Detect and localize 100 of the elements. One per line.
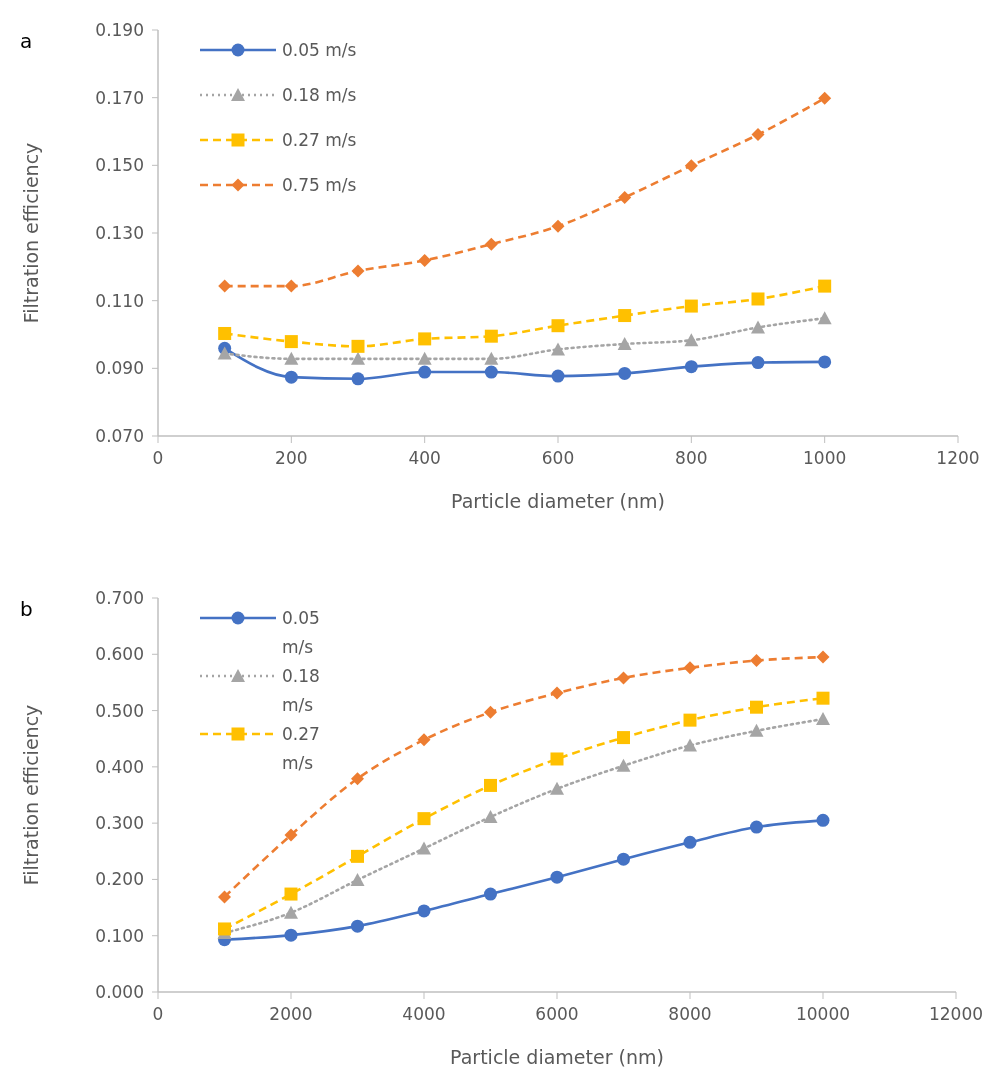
point	[617, 731, 630, 745]
point	[551, 219, 565, 233]
point	[351, 339, 365, 353]
point	[351, 919, 364, 933]
point	[351, 351, 365, 365]
x-tick-label: 400	[408, 448, 441, 468]
x-tick-label: 8000	[668, 1004, 712, 1024]
point	[617, 336, 632, 350]
point	[284, 905, 298, 919]
point	[751, 128, 765, 142]
point	[218, 326, 232, 340]
point	[618, 190, 632, 204]
point	[484, 365, 498, 379]
point	[751, 356, 765, 370]
point	[284, 828, 298, 842]
point	[816, 650, 830, 664]
point	[618, 366, 632, 380]
point	[816, 691, 830, 705]
point	[684, 299, 698, 313]
y-tick-label: 0.700	[95, 587, 144, 608]
point	[418, 253, 432, 267]
point	[484, 887, 497, 901]
x-axis-title: Particle diameter (nm)	[450, 1046, 664, 1068]
y-tick-label: 0.090	[95, 358, 144, 379]
y-tick-label: 0.000	[95, 981, 144, 1002]
point	[684, 360, 698, 374]
point	[284, 351, 299, 365]
y-tick-label: 0.190	[95, 19, 144, 40]
point	[284, 335, 298, 349]
point	[284, 928, 298, 942]
point	[484, 237, 498, 251]
y-tick-label: 0.500	[95, 700, 144, 721]
y-tick-label: 0.150	[95, 155, 144, 176]
y-tick-label: 0.100	[95, 925, 144, 946]
point	[816, 712, 830, 726]
point	[551, 369, 565, 383]
point	[816, 813, 830, 827]
point	[751, 320, 765, 334]
x-tick-label: 10000	[795, 1004, 851, 1024]
y-tick-label: 0.130	[95, 222, 144, 243]
chart-title: a	[20, 29, 33, 53]
point	[417, 351, 432, 365]
point	[818, 91, 832, 105]
x-tick-label: 0	[152, 448, 164, 468]
point	[484, 329, 498, 343]
point	[217, 346, 232, 360]
legend-label: 0.05 m/s	[282, 607, 320, 657]
x-tick-label: 600	[541, 448, 575, 468]
point	[218, 890, 231, 904]
x-tick-label: 12000	[928, 1004, 984, 1024]
point	[750, 820, 763, 834]
point	[617, 852, 630, 866]
point	[351, 264, 365, 278]
legend-label: 0.18 m/s	[282, 84, 357, 105]
x-tick-label: 1200	[936, 448, 980, 468]
point	[818, 279, 832, 293]
point	[683, 713, 697, 727]
y-tick-label: 0.200	[95, 869, 144, 890]
point	[818, 355, 832, 369]
point	[817, 311, 832, 325]
legend-label: 0.18 m/s	[282, 665, 320, 715]
point	[484, 351, 499, 365]
point	[617, 671, 630, 685]
point	[684, 333, 699, 347]
point	[550, 686, 564, 700]
point	[683, 835, 697, 849]
point	[284, 887, 298, 901]
point	[683, 661, 697, 675]
point	[351, 772, 364, 786]
point	[551, 342, 565, 356]
y-tick-label: 0.070	[95, 425, 144, 446]
point	[417, 733, 431, 747]
point	[550, 870, 564, 884]
point	[551, 319, 565, 333]
point	[284, 279, 298, 293]
y-tick-label: 0.300	[95, 813, 144, 834]
point	[484, 705, 497, 719]
legend-label: 0.75 m/s	[282, 174, 357, 195]
x-tick-label: 1000	[803, 448, 847, 468]
point	[550, 781, 564, 795]
point	[350, 872, 365, 886]
point	[218, 279, 232, 293]
chart-title: b	[20, 597, 33, 621]
legend-label: 0.05 m/s	[282, 39, 357, 60]
point	[417, 904, 431, 918]
point	[418, 332, 432, 346]
point	[749, 723, 764, 737]
y-tick-label: 0.170	[95, 87, 144, 108]
point	[750, 653, 763, 667]
point	[750, 700, 763, 714]
point	[483, 809, 498, 823]
x-tick-label: 0	[152, 1004, 164, 1024]
point	[418, 365, 432, 379]
point	[284, 370, 298, 384]
point	[550, 752, 564, 766]
x-tick-label: 6000	[535, 1004, 579, 1024]
y-axis-title: Filtration efficiency	[20, 142, 42, 324]
x-tick-label: 800	[675, 448, 708, 468]
point	[351, 372, 365, 386]
point	[417, 812, 431, 826]
